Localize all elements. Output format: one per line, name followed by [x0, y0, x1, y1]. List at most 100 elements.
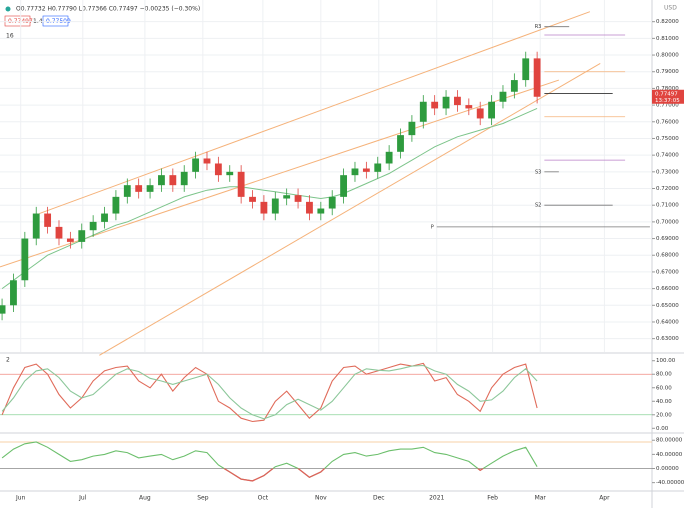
- x-tick-label: Sep: [197, 495, 209, 502]
- y-tick-label: 100.00: [656, 358, 676, 364]
- candle-body: [10, 280, 17, 306]
- bid-box: [4, 15, 31, 27]
- candle-body: [385, 151, 393, 164]
- x-tick-label: 2021: [429, 495, 444, 502]
- x-tick-label: Aug: [139, 495, 151, 502]
- moving-average: [1, 107, 538, 290]
- candle-body: [78, 230, 86, 242]
- x-tick-label: Apr: [599, 495, 610, 502]
- trend-line: [99, 62, 601, 356]
- x-tick-label: Dec: [373, 495, 385, 502]
- candle-body: [442, 96, 450, 109]
- x-tick-label: Feb: [487, 495, 498, 502]
- currency: USD: [664, 5, 677, 12]
- candle-body: [0, 305, 6, 314]
- x-tick-label: Nov: [315, 495, 327, 502]
- candle-body: [328, 196, 336, 209]
- x-tick-label: Jun: [15, 495, 26, 502]
- candle-body: [476, 108, 484, 119]
- candle-body: [112, 196, 120, 214]
- y-tick-label: -40.00000: [656, 480, 684, 486]
- candle-body: [431, 101, 439, 109]
- candle-body: [158, 175, 165, 186]
- pivot-label: P: [431, 224, 434, 230]
- y-tick-label: 0.77000: [656, 103, 679, 109]
- last-price: 0.77497: [655, 91, 678, 97]
- y-tick-label: 0.00000: [656, 466, 679, 472]
- pane-label: 2: [6, 357, 10, 364]
- y-tick-label: 0.71000: [656, 203, 679, 209]
- y-tick-label: 60.00: [656, 385, 672, 391]
- y-tick-label: 0.81000: [656, 36, 679, 42]
- y-tick-label: 0.79000: [656, 69, 679, 75]
- candle-body: [294, 195, 302, 202]
- candle-body: [135, 185, 143, 192]
- y-tick-label: 80.00: [656, 372, 672, 378]
- candle-body: [44, 213, 52, 227]
- last-price-tag: [652, 89, 684, 104]
- y-tick-label: 0.82000: [656, 19, 679, 25]
- candle-body: [101, 213, 108, 222]
- countdown: 13:37:05: [655, 98, 680, 104]
- pivot-label: S3: [535, 169, 541, 175]
- indicator-count: 16: [6, 33, 14, 40]
- candle-body: [271, 198, 279, 214]
- x-tick-label: Mar: [535, 495, 547, 502]
- candle-body: [89, 221, 97, 231]
- candle-body: [214, 163, 222, 176]
- y-tick-label: 0.70000: [656, 219, 679, 225]
- x-tick-label: Oct: [258, 495, 269, 502]
- candle-body: [283, 195, 291, 199]
- y-tick-label: 0.78000: [656, 86, 679, 92]
- y-tick-label: 0.74000: [656, 153, 679, 159]
- y-tick-label: 80.00000: [656, 438, 683, 444]
- y-tick-label: 0.76000: [656, 119, 679, 125]
- pivot-label: S2: [535, 203, 541, 209]
- candle-body: [522, 58, 530, 81]
- candle-body: [146, 185, 154, 192]
- indicator-line: [1, 364, 538, 420]
- candle-body: [55, 226, 63, 239]
- candle-body: [260, 201, 268, 214]
- candle-body: [510, 80, 518, 92]
- ohlc: O0.77732 H0.77790 L0.77366 C0.77497 −0.0…: [16, 6, 200, 13]
- candle-body: [123, 185, 131, 197]
- candle-body: [408, 121, 416, 136]
- candle-body: [533, 58, 541, 97]
- candle-body: [340, 175, 348, 197]
- candle-body: [32, 213, 40, 239]
- candle-body: [306, 201, 313, 214]
- y-tick-label: 0.69000: [656, 236, 679, 242]
- candle-body: [488, 101, 496, 119]
- candle-body: [317, 208, 325, 214]
- candle-body: [374, 163, 382, 172]
- candle-body: [465, 105, 473, 109]
- y-tick-label: 20.00: [656, 412, 672, 418]
- candle-body: [397, 135, 404, 152]
- indicator-line: [1, 362, 538, 423]
- candle-body: [180, 171, 188, 186]
- candle-body: [226, 171, 234, 176]
- candle-body: [419, 101, 427, 122]
- y-tick-label: 0.64000: [656, 319, 679, 325]
- candle-body: [454, 96, 461, 106]
- y-tick-label: 0.63000: [656, 336, 679, 342]
- y-tick-label: 40.00000: [656, 452, 683, 458]
- ask-box: [42, 15, 69, 27]
- candle-body: [351, 168, 359, 176]
- candle-body: [203, 158, 211, 164]
- candle-body: [169, 175, 177, 186]
- indicator-line-negative: [222, 468, 485, 482]
- candle-body: [237, 171, 245, 197]
- y-tick-label: 40.00: [656, 399, 672, 405]
- y-tick-label: 0.72000: [656, 186, 679, 192]
- candle-body: [192, 158, 200, 172]
- y-tick-label: 0.67000: [656, 269, 679, 275]
- y-tick-label: 0.75000: [656, 136, 679, 142]
- candle-body: [362, 168, 370, 172]
- candle-body: [21, 238, 29, 281]
- status-dot: [5, 6, 11, 12]
- y-tick-label: 0.68000: [656, 253, 679, 259]
- x-tick-label: Jul: [78, 495, 87, 502]
